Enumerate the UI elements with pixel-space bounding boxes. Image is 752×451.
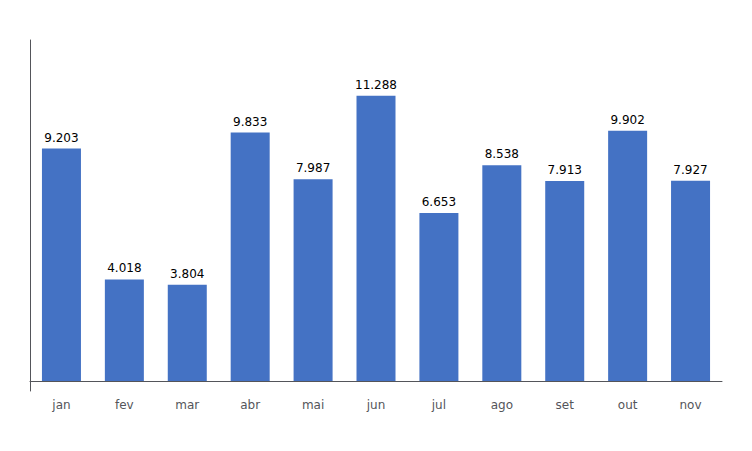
svg-text:ago: ago [491,398,513,412]
svg-text:jul: jul [431,398,446,412]
svg-text:11.288: 11.288 [355,78,397,92]
svg-text:fev: fev [115,398,134,412]
svg-text:nov: nov [680,398,702,412]
svg-text:mar: mar [175,398,199,412]
svg-text:9.833: 9.833 [233,115,267,129]
svg-text:mai: mai [302,398,324,412]
svg-text:4.018: 4.018 [107,261,141,275]
svg-text:7.927: 7.927 [673,163,707,177]
svg-text:7.987: 7.987 [296,161,330,175]
svg-text:jan: jan [51,398,70,412]
svg-text:6.653: 6.653 [422,195,456,209]
svg-text:9.902: 9.902 [610,113,644,127]
svg-text:9.203: 9.203 [44,131,78,145]
svg-text:set: set [556,398,575,412]
svg-text:3.804: 3.804 [170,267,204,281]
svg-text:abr: abr [240,398,260,412]
svg-text:out: out [618,398,638,412]
svg-text:jun: jun [366,398,386,412]
svg-text:7.913: 7.913 [548,163,582,177]
svg-text:8.538: 8.538 [485,147,519,161]
